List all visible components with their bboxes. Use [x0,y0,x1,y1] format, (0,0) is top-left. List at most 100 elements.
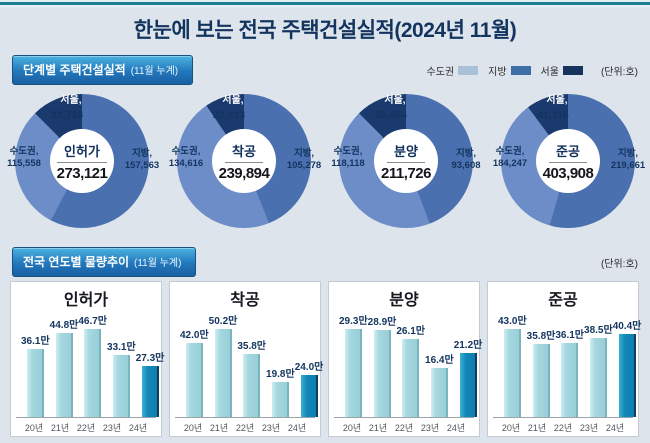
x-axis-label: 24년 [446,422,466,433]
bar [26,349,44,417]
bar-value-label: 16.4만 [425,355,454,366]
x-axis-label: 23년 [102,422,122,433]
bars-area: 36.1만 44.8만 46.7만 33.1만 27.3만 [16,310,164,418]
sudogwon-slice-value: 184,247 [492,158,528,170]
bar-value-label: 35.8만 [237,341,267,352]
bar [402,339,420,417]
x-axis-label: 23년 [261,422,281,433]
donut-title: 인허가 [57,141,107,163]
donut-center: 착공 239,894 [212,129,276,193]
x-axis-label: 21년 [209,422,229,433]
bar-chart-row: 인허가 36.1만 44.8만 46.7만 33.1만 27.3만 20년 21… [10,281,641,437]
bar-column: 36.1만 [21,332,50,417]
x-axis-label: 22년 [235,422,255,433]
jibang-slice-label: 지방, [455,148,477,159]
donut-total: 403,908 [542,164,594,182]
sudogwon-slice-callout: 수도권, 115,558 [0,146,53,171]
sudogwon-slice-value: 115,558 [7,158,41,170]
donut-ring: 분양 211,726 [339,94,473,228]
x-axis-label: 24년 [605,422,625,433]
x-axis: 20년 21년 22년 23년 24년 [175,418,315,436]
jibang-slice-value: 93,608 [451,160,481,172]
bar [271,382,289,417]
sudogwon-slice-label: 수도권, [9,146,39,157]
bar-column: 16.4만 [425,351,454,417]
jibang-slice-callout: 지방, 157,563 [113,148,171,173]
bar-value-label: 29.3만 [339,316,368,327]
donut-ring: 착공 239,894 [177,94,311,228]
legend-swatch-jibang [510,65,531,75]
x-axis-label: 22년 [553,422,573,433]
donut-title: 분양 [387,141,425,163]
bar-column: 46.7만 [78,312,107,417]
jibang-slice-label: 지방, [293,148,315,159]
unit-note-section1: (단위:호) [600,66,638,78]
x-axis-label: 21년 [50,422,70,433]
bar-chart-permits: 인허가 36.1만 44.8만 46.7만 33.1만 27.3만 20년 21… [10,281,164,437]
bar [589,338,607,417]
section1-header-row: 단계별 주택건설실적 (11월 누계) 수도권 지방 서울 (단위:호) [12,55,638,85]
x-axis-label: 20년 [183,422,203,433]
sudogwon-slice-label: 수도권, [333,146,363,157]
jibang-slice-callout: 지방, 93,608 [437,148,495,173]
bar-value-label: 46.7만 [78,316,108,327]
donut-chart-completions: 준공 403,908 서울, 41,116 수도권, 184,247 지방, 2… [487,88,649,242]
x-axis-label: 21년 [527,422,547,433]
donut-center: 인허가 273,121 [50,129,114,193]
bar [300,375,318,417]
bar-value-label: 42.0만 [180,330,209,341]
bar-value-label: 36.1만 [555,330,585,341]
seoul-slice-label: 서울, [384,95,406,106]
x-axis-label: 20년 [24,422,44,433]
x-axis: 20년 21년 22년 23년 24년 [334,418,474,436]
legend-label-seoul: 서울 [540,66,559,78]
bar [344,329,362,417]
bar [141,366,159,417]
bar-column: 35.8만 [237,337,266,417]
bar-column: 26.1만 [396,322,425,417]
jibang-slice-value: 219,661 [610,160,646,172]
section1-header-sub: (11월 누계) [130,66,179,77]
panel-title: 분양 [389,292,419,309]
bar [618,334,636,417]
x-axis-label: 20년 [501,422,521,433]
jibang-slice-label: 지방, [617,148,639,159]
sudogwon-slice-label: 수도권, [495,146,525,157]
seoul-slice-value: 41,116 [537,109,569,121]
x-axis-label: 22년 [394,422,414,433]
bar-column: 50.2만 [209,312,237,417]
bar-value-label: 33.1만 [107,342,136,353]
bar [84,329,102,417]
donut-total: 239,894 [218,164,270,182]
donut-total: 273,121 [56,164,108,182]
bar-chart-presales: 분양 29.3만 28.9만 26.1만 16.4만 21.2만 20년 21년… [328,281,483,437]
bar-column: 27.3만 [136,349,164,417]
x-axis-label: 23년 [579,422,599,433]
legend: 수도권 지방 서울 (단위:호) [427,63,638,78]
bar [243,354,261,417]
seoul-slice-value: 33,716 [50,109,84,121]
donut-chart-row: 인허가 273,121 서울, 33,716 수도권, 115,558 지방, … [1,88,649,242]
legend-swatch-sudogwon [458,65,479,75]
page-title: 한눈에 보는 전국 주택건설실적(2024년 11월) [133,19,517,42]
sudogwon-slice-callout: 수도권, 184,247 [481,146,539,171]
bar-value-label: 21.2만 [453,340,483,351]
bar [459,353,477,417]
seoul-slice-value: 22,813 [212,109,246,121]
bar-column: 38.5만 [584,321,613,417]
legend-label-jibang: 지방 [488,66,507,78]
jibang-slice-label: 지방, [131,148,153,159]
donut-center: 분양 211,726 [374,129,438,193]
donut-chart-starts: 착공 239,894 서울, 22,813 수도권, 134,616 지방, 1… [163,88,325,242]
bars-area: 43.0만 35.8만 36.1만 38.5만 40.4만 [493,310,641,418]
x-axis-label: 21년 [368,422,388,433]
donut-title: 착공 [225,141,263,163]
bar-value-label: 40.4만 [612,321,642,332]
bar-column: 36.1만 [555,326,584,417]
bar-column: 28.9만 [368,313,396,417]
donut-title: 준공 [549,141,587,163]
bar [503,329,521,417]
bar [430,368,448,417]
bar-value-label: 24.0만 [294,362,324,373]
